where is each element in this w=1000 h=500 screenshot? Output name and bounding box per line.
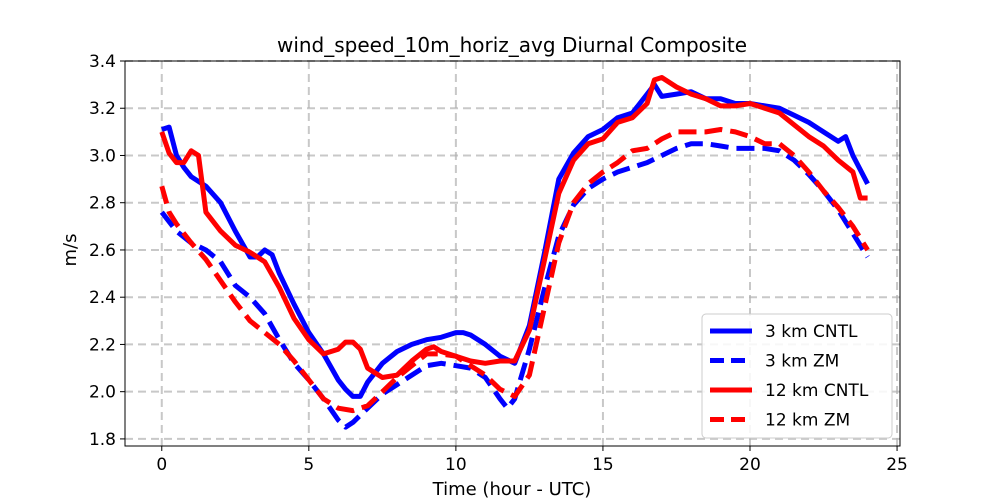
x-tick-label: 10	[445, 455, 467, 475]
x-axis-label: Time (hour - UTC)	[432, 479, 592, 500]
y-tick-label: 2.0	[89, 383, 116, 403]
legend-label: 3 km CNTL	[765, 322, 858, 342]
legend-label: 12 km CNTL	[765, 381, 869, 401]
legend-box	[701, 313, 893, 439]
axes: 0 5 10 15 20 25 1.8 2.0 2.2 2.4 2.6 2.8 3.0 3.2 3.4	[89, 52, 908, 475]
y-tick-label: 3.0	[89, 146, 116, 166]
y-tick-label: 2.2	[89, 335, 116, 355]
legend-label: 3 km ZM	[765, 352, 839, 372]
y-axis-label: m/s	[60, 234, 81, 267]
legend-label: 12 km ZM	[765, 411, 850, 431]
chart-title: wind_speed_10m_horiz_avg Diurnal Composi…	[277, 33, 747, 57]
x-tick-label: 0	[156, 455, 167, 475]
y-tick-label: 1.8	[89, 430, 116, 450]
x-tick-label: 20	[739, 455, 761, 475]
series-lines	[159, 75, 870, 430]
legend: 3 km CNTL 3 km ZM 12 km CNTL 12 km ZM	[701, 313, 893, 439]
x-tick-label: 25	[886, 455, 908, 475]
y-tick-label: 3.2	[89, 99, 116, 119]
x-tick-label: 5	[303, 455, 314, 475]
series-line-12-km-zm	[159, 127, 870, 414]
y-tick-label: 3.4	[89, 52, 116, 72]
series-line-12-km-cntl	[159, 75, 868, 380]
x-tick-label: 15	[592, 455, 614, 475]
series-line-3-km-zm	[159, 141, 870, 430]
y-tick-label: 2.4	[89, 288, 116, 308]
y-tick-label: 2.8	[89, 194, 116, 214]
y-tick-label: 2.6	[89, 241, 116, 261]
plot-frame	[124, 60, 901, 447]
